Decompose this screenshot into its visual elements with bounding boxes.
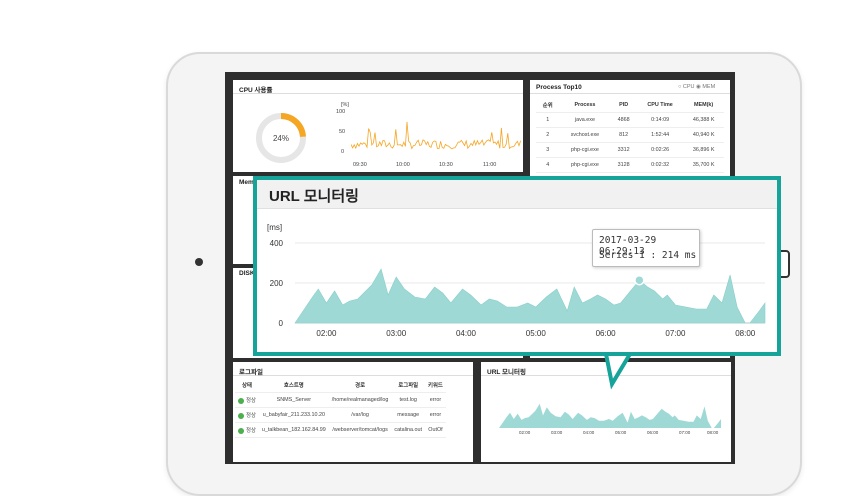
y-tick-label: 0 (279, 319, 284, 328)
x-tick-label: 06:00 (596, 329, 617, 338)
col-hostname: 호스트명 (259, 378, 329, 393)
tooltip-value: Series 1 : 214 ms (599, 250, 696, 261)
x-tick-label: 04:00 (456, 329, 477, 338)
status-ok-icon (238, 428, 244, 434)
y-tick-label: 400 (270, 239, 284, 248)
status-ok-icon (238, 413, 244, 419)
cpu-panel: CPU 사용률 24% [%] 100 50 0 09:30 10:00 10:… (233, 80, 523, 172)
popup-header: URL 모니터링 (257, 180, 777, 209)
cpu-x-tick: 09:30 (353, 162, 367, 168)
cpu-unit-label: [%] (341, 102, 349, 108)
status-ok-icon (238, 398, 244, 404)
process-table-header: 순위 Process PID CPU Time MEM(k) (536, 98, 724, 113)
cpu-gauge: 24% (253, 110, 309, 166)
url-small-x-tick: 03:00 (551, 430, 562, 435)
x-tick-label: 07:00 (665, 329, 686, 338)
col-mem: MEM(k) (683, 98, 724, 113)
cpu-x-tick: 10:00 (396, 162, 410, 168)
url-small-area (499, 404, 721, 428)
url-small-chart (499, 392, 721, 428)
url-monitoring-popup: URL 모니터링 [ms] 0 200 400 02:00 03:00 04:00 05:… (253, 176, 781, 356)
chart-tooltip: 2017-03-29 06:29:13 Series 1 : 214 ms (592, 229, 700, 267)
logfile-table-header: 상태 호스트명 경로 로그파일 키워드 (235, 378, 446, 393)
radio-mem[interactable]: ◉ MEM (696, 84, 715, 90)
logfile-panel-title: 로그파일 (239, 366, 263, 376)
url-small-panel-title: URL 모니터링 (487, 366, 526, 376)
url-small-x-tick: 06:00 (647, 430, 658, 435)
url-small-x-tick: 02:00 (519, 430, 530, 435)
cpu-y-tick: 100 (336, 109, 345, 115)
cpu-y-tick: 50 (339, 129, 345, 135)
x-tick-label: 08:00 (735, 329, 756, 338)
series-1-area (295, 269, 765, 323)
y-tick-label: 200 (270, 279, 284, 288)
col-process: Process (560, 98, 611, 113)
col-keyword: 키워드 (425, 378, 446, 393)
y-axis-label: [ms] (267, 223, 282, 232)
col-logfile: 로그파일 (391, 378, 425, 393)
x-tick-label: 02:00 (316, 329, 337, 338)
cpu-panel-title: CPU 사용률 (239, 84, 272, 94)
url-small-x-tick: 04:00 (583, 430, 594, 435)
process-sort-options: ○ CPU ◉ MEM (678, 84, 715, 90)
cpu-panel-header (233, 80, 523, 94)
col-pid: PID (610, 98, 637, 113)
mem-panel-title: Mem (239, 179, 254, 186)
x-tick-label: 05:00 (526, 329, 547, 338)
radio-cpu[interactable]: ○ CPU (678, 84, 694, 90)
cpu-y-tick: 0 (341, 149, 344, 155)
col-status: 상태 (235, 378, 259, 393)
url-small-x-tick: 07:00 (679, 430, 690, 435)
col-path: 경로 (329, 378, 392, 393)
url-small-x-tick: 05:00 (615, 430, 626, 435)
cpu-x-tick: 11:00 (483, 162, 496, 168)
cpu-series-line (351, 122, 521, 149)
url-small-x-tick: 08:00 (707, 430, 718, 435)
popup-title: URL 모니터링 (269, 185, 359, 206)
process-panel: Process Top10 ○ CPU ◉ MEM 순위 Process PID… (530, 80, 730, 180)
tooltip-point-marker (635, 276, 644, 285)
x-tick-label: 03:00 (386, 329, 407, 338)
cpu-x-tick: 10:30 (439, 162, 453, 168)
tablet-camera (195, 258, 203, 266)
col-cpu-time: CPU Time (637, 98, 683, 113)
cpu-line-chart (351, 112, 521, 158)
process-panel-title: Process Top10 (536, 84, 582, 91)
cpu-gauge-value: 24% (273, 134, 289, 143)
logfile-panel-header (233, 362, 473, 376)
col-rank: 순위 (536, 98, 560, 113)
